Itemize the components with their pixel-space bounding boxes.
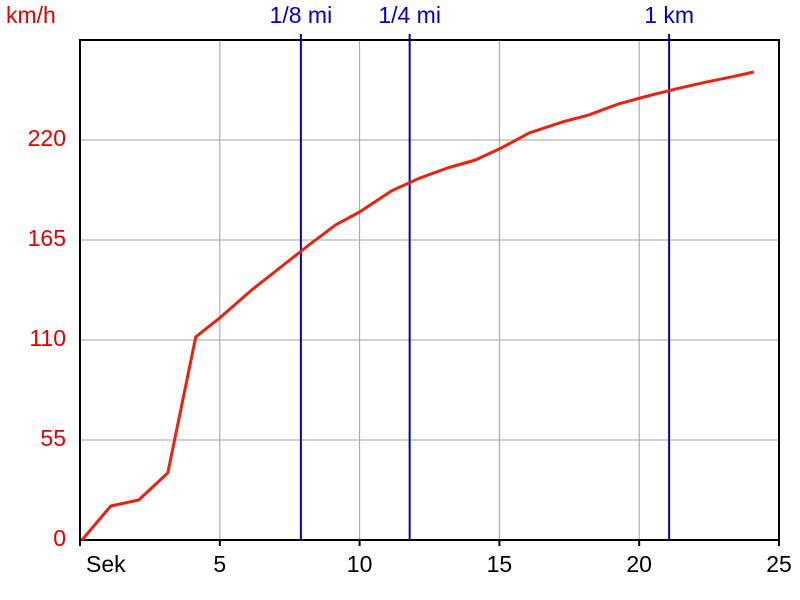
distance-marker-label: 1/8 mi	[270, 2, 333, 28]
data-line	[80, 70, 755, 541]
y-tick-label: 0	[53, 525, 66, 551]
x-tick-label: 5	[213, 551, 226, 577]
x-tick-label: 10	[347, 551, 373, 577]
plot-frame	[79, 39, 780, 541]
y-tick-label: 55	[40, 425, 66, 451]
distance-marker-label: 1/4 mi	[378, 2, 441, 28]
y-tick-label: 165	[28, 225, 66, 251]
x-tick-label: 20	[626, 551, 652, 577]
distance-marker-label: 1 km	[644, 2, 694, 28]
x-tick-label: 15	[487, 551, 513, 577]
y-tick-label: 110	[29, 325, 66, 351]
x-tick-label: Sek	[86, 551, 126, 577]
y-axis-label: km/h	[6, 2, 56, 28]
x-tick-label: 25	[766, 551, 792, 577]
y-tick-label: 220	[28, 125, 66, 151]
